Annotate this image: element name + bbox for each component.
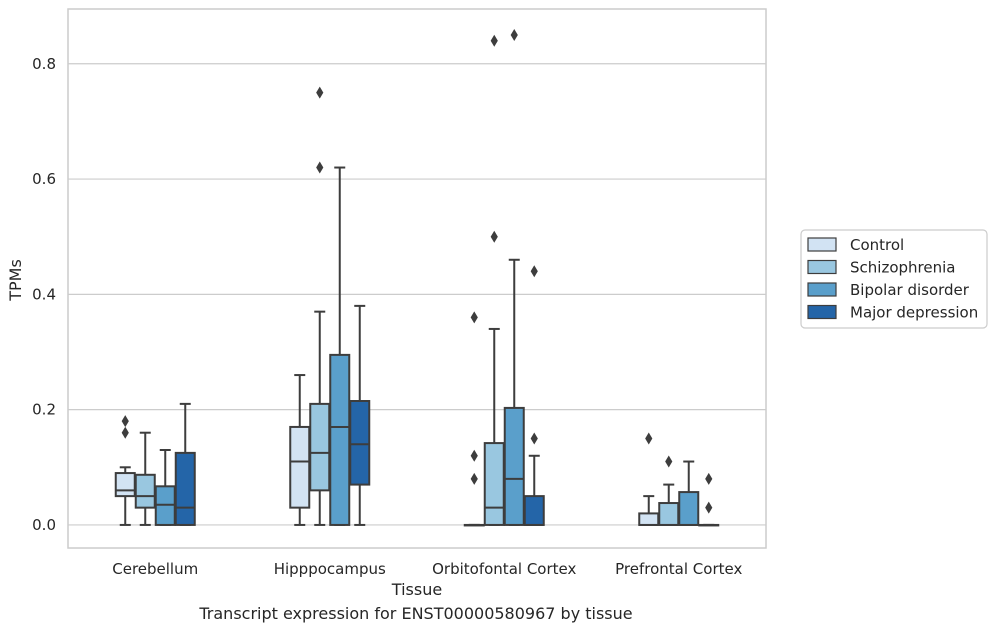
box-series <box>114 28 720 527</box>
box <box>678 460 700 526</box>
box <box>134 431 156 526</box>
outlier-point <box>490 34 498 47</box>
outlier-point <box>530 432 538 445</box>
legend-label: Major depression <box>850 304 978 322</box>
outlier-point <box>510 28 518 41</box>
box-body <box>289 425 311 509</box>
outlier-point <box>121 426 129 439</box>
outlier-point <box>665 455 673 468</box>
box <box>463 311 485 527</box>
grid-lines <box>68 63 766 526</box>
legend-swatch <box>807 304 837 320</box>
x-tick-label: Cerebellum <box>112 560 198 578</box>
outlier-point <box>470 472 478 485</box>
legend-label: Bipolar disorder <box>850 281 970 299</box>
box <box>503 28 525 526</box>
legend-swatch <box>807 282 837 297</box>
y-tick-label: 0.6 <box>32 170 56 188</box>
box <box>349 304 371 526</box>
box-body <box>483 442 505 526</box>
series-bipolar-disorder <box>154 28 700 526</box>
box-body <box>638 512 660 526</box>
box-body <box>658 502 680 526</box>
box-body <box>329 353 351 526</box>
y-axis-ticks: 0.0 0.2 0.4 0.6 0.8 <box>32 55 56 534</box>
x-axis-title: Tissue <box>391 580 442 599</box>
outlier-point <box>530 265 538 278</box>
y-tick-label: 0.0 <box>32 516 56 534</box>
box <box>638 432 660 526</box>
box-body <box>503 406 525 526</box>
box <box>523 265 545 526</box>
outlier-point <box>705 472 713 485</box>
box <box>174 402 196 526</box>
y-axis-title: TPMs <box>6 259 25 302</box>
box <box>329 166 351 526</box>
series-schizophrenia <box>134 34 680 526</box>
outlier-point <box>645 432 653 445</box>
outlier-point <box>316 86 324 99</box>
chart-caption: Transcript expression for ENST0000058096… <box>199 604 633 623</box>
x-tick-label: Orbitofontal Cortex <box>432 560 576 578</box>
legend-frame <box>800 229 988 329</box>
x-axis-ticks: Cerebellum Hipppocampus Orbitofontal Corte… <box>112 560 742 578</box>
series-control <box>114 311 660 527</box>
outlier-point <box>470 449 478 462</box>
box-body <box>309 402 331 492</box>
box <box>114 415 136 526</box>
box-body <box>174 451 196 526</box>
box <box>289 374 311 526</box>
y-tick-label: 0.8 <box>32 55 56 73</box>
outlier-point <box>490 230 498 243</box>
box-body <box>134 473 156 509</box>
plot-frame <box>67 8 767 549</box>
legend-label: Control <box>850 236 904 254</box>
box <box>309 86 331 526</box>
outlier-point <box>121 415 129 428</box>
y-tick-label: 0.2 <box>32 401 56 419</box>
box-body <box>523 495 545 526</box>
legend-label: Schizophrenia <box>850 259 955 277</box>
y-tick-label: 0.4 <box>32 285 56 303</box>
x-tick-label: Prefrontal Cortex <box>615 560 742 578</box>
box-body <box>349 400 371 486</box>
series-major-depression <box>174 265 720 527</box>
legend: Control Schizophrenia Bipolar disorder Majo… <box>800 229 988 329</box>
box <box>658 455 680 526</box>
legend-swatch <box>807 237 837 252</box>
box-body <box>114 472 136 498</box>
outlier-point <box>705 501 713 514</box>
legend-swatch <box>807 259 837 275</box>
box-body <box>678 491 700 526</box>
box <box>483 34 505 526</box>
x-tick-label: Hipppocampus <box>274 560 386 578</box>
box <box>698 472 720 527</box>
box <box>154 449 176 526</box>
outlier-point <box>316 161 324 174</box>
outlier-point <box>470 311 478 324</box>
